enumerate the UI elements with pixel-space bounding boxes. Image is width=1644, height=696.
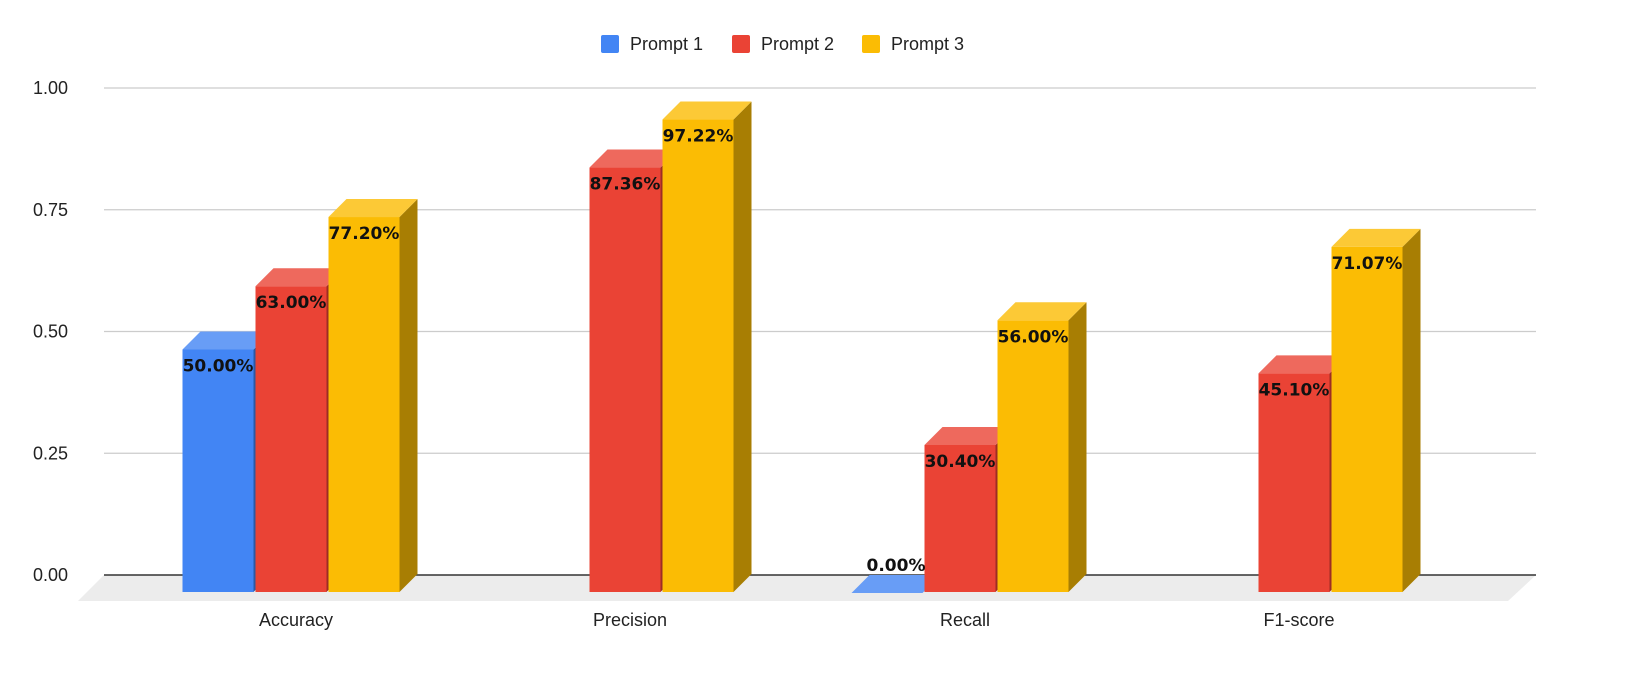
x-tick-label: F1-score xyxy=(1263,610,1334,630)
bar-top xyxy=(851,575,941,593)
bar xyxy=(1331,228,1421,592)
bar-front xyxy=(997,320,1069,592)
legend-item[interactable]: Prompt 2 xyxy=(732,34,834,54)
bar-top xyxy=(1258,355,1348,374)
x-tick-label: Accuracy xyxy=(259,610,333,630)
x-tick-label: Recall xyxy=(940,610,990,630)
data-label: 97.22% xyxy=(663,127,734,147)
data-label: 71.07% xyxy=(1332,254,1403,274)
x-tick-label: Precision xyxy=(593,610,667,630)
bar-front xyxy=(1258,373,1330,592)
y-tick-label: 0.25 xyxy=(33,443,68,463)
bar-top xyxy=(662,101,752,120)
bar-front xyxy=(1331,246,1403,592)
bar-side xyxy=(1402,228,1421,592)
legend-label: Prompt 2 xyxy=(761,34,834,54)
bar xyxy=(997,302,1087,592)
bar-top xyxy=(182,331,272,350)
bar xyxy=(662,101,752,592)
bar-side xyxy=(1068,302,1087,592)
data-label: 87.36% xyxy=(590,175,661,195)
bar-front xyxy=(662,119,734,592)
data-label: 45.10% xyxy=(1259,380,1330,400)
bar xyxy=(851,575,941,593)
data-label: 56.00% xyxy=(998,327,1069,347)
bar-top xyxy=(589,149,679,168)
bar-top xyxy=(1331,228,1421,247)
bar-top xyxy=(255,268,345,287)
bar-top xyxy=(924,426,1014,445)
y-tick-label: 0.00 xyxy=(33,565,68,585)
legend-swatch xyxy=(862,35,880,53)
chart-floor xyxy=(78,575,1536,601)
bar-front xyxy=(589,167,661,592)
bar-top xyxy=(997,302,1087,321)
bar-side xyxy=(399,199,418,592)
bar-front xyxy=(328,217,400,592)
data-label: 63.00% xyxy=(256,293,327,313)
y-tick-label: 1.00 xyxy=(33,78,68,98)
bar-front xyxy=(255,286,327,592)
legend-swatch xyxy=(601,35,619,53)
data-label: 0.00% xyxy=(867,556,926,576)
bar-top xyxy=(328,199,418,218)
legend-item[interactable]: Prompt 3 xyxy=(862,34,964,54)
bar-side xyxy=(733,101,752,592)
data-label: 30.40% xyxy=(925,452,996,472)
bar xyxy=(328,199,418,592)
legend-item[interactable]: Prompt 1 xyxy=(601,34,703,54)
data-label: 77.20% xyxy=(329,224,400,244)
bar-front xyxy=(182,349,254,592)
y-tick-label: 0.50 xyxy=(33,322,68,342)
y-tick-label: 0.75 xyxy=(33,200,68,220)
data-label: 50.00% xyxy=(183,357,254,377)
legend-swatch xyxy=(732,35,750,53)
bar-front xyxy=(924,444,996,592)
legend-label: Prompt 3 xyxy=(891,34,964,54)
legend-label: Prompt 1 xyxy=(630,34,703,54)
